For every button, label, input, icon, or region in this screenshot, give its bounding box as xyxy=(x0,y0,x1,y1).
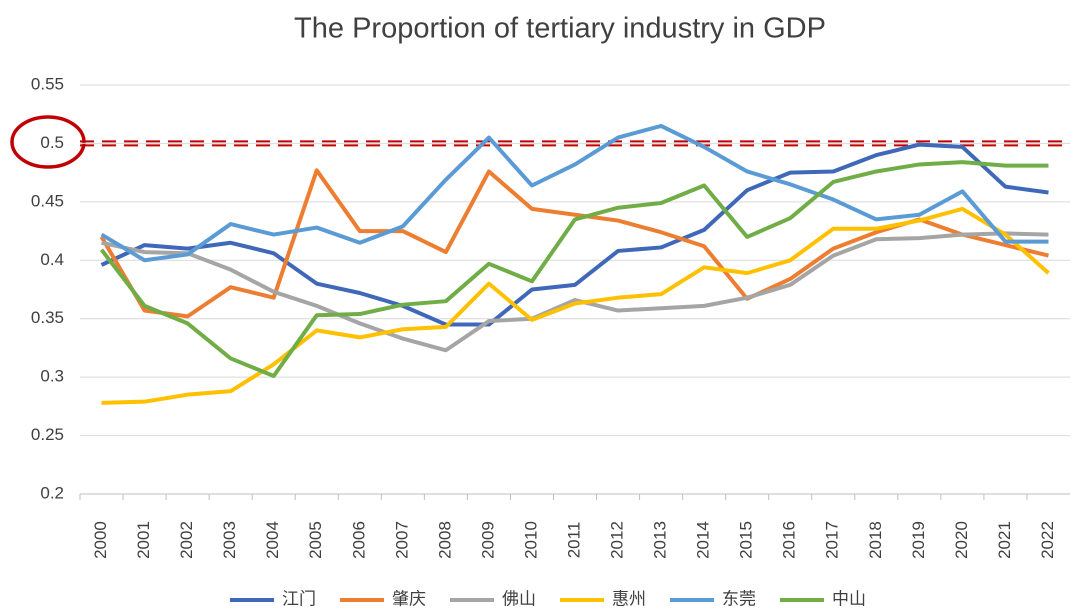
x-tick-label: 2019 xyxy=(909,521,928,559)
x-tick-label: 2008 xyxy=(435,521,454,559)
series-line xyxy=(101,231,1049,353)
x-tick-label: 2003 xyxy=(220,521,239,559)
legend-label: 中山 xyxy=(832,589,866,608)
x-tick-label: 2001 xyxy=(134,521,153,559)
y-tick-label: 0.25 xyxy=(31,425,64,444)
series-line xyxy=(100,123,1049,263)
series-line xyxy=(99,168,1049,319)
x-tick-label: 2004 xyxy=(263,521,282,559)
legend-label: 惠州 xyxy=(612,589,646,608)
legend-label: 肇庆 xyxy=(392,589,426,608)
y-tick-label: 0.4 xyxy=(40,250,64,269)
y-tick-label: 0.45 xyxy=(31,191,64,210)
x-tick-label: 2015 xyxy=(737,521,756,559)
x-tick-label: 2017 xyxy=(823,521,842,559)
x-tick-label: 2009 xyxy=(478,521,497,559)
x-tick-label: 2011 xyxy=(564,522,583,559)
x-tick-label: 2010 xyxy=(521,521,540,559)
x-tick-label: 2007 xyxy=(392,521,411,559)
legend-label: 佛山 xyxy=(502,589,536,608)
x-tick-label: 2018 xyxy=(866,521,885,559)
series-line xyxy=(99,160,1049,378)
x-tick-label: 2006 xyxy=(349,521,368,559)
x-tick-label: 2016 xyxy=(780,521,799,559)
y-tick-label: 0.5 xyxy=(40,133,64,152)
chart-title: The Proportion of tertiary industry in G… xyxy=(294,13,826,45)
series-line xyxy=(101,206,1050,405)
x-tick-label: 2014 xyxy=(694,521,713,559)
y-tick-label: 0.35 xyxy=(31,308,64,327)
y-tick-label: 0.2 xyxy=(40,483,64,502)
x-tick-label: 2020 xyxy=(952,521,971,559)
legend-label: 东莞 xyxy=(722,589,756,608)
legend-label: 江门 xyxy=(282,589,316,608)
x-tick-label: 2002 xyxy=(177,521,196,559)
series-line xyxy=(100,142,1049,327)
x-tick-label: 2012 xyxy=(608,521,627,559)
x-tick-label: 2022 xyxy=(1038,521,1057,559)
x-tick-label: 2013 xyxy=(651,521,670,559)
x-tick-label: 2021 xyxy=(995,521,1014,559)
x-tick-label: 2000 xyxy=(91,521,110,559)
y-tick-label: 0.55 xyxy=(31,74,64,93)
x-tick-label: 2005 xyxy=(306,521,325,559)
y-tick-label: 0.3 xyxy=(40,367,64,386)
